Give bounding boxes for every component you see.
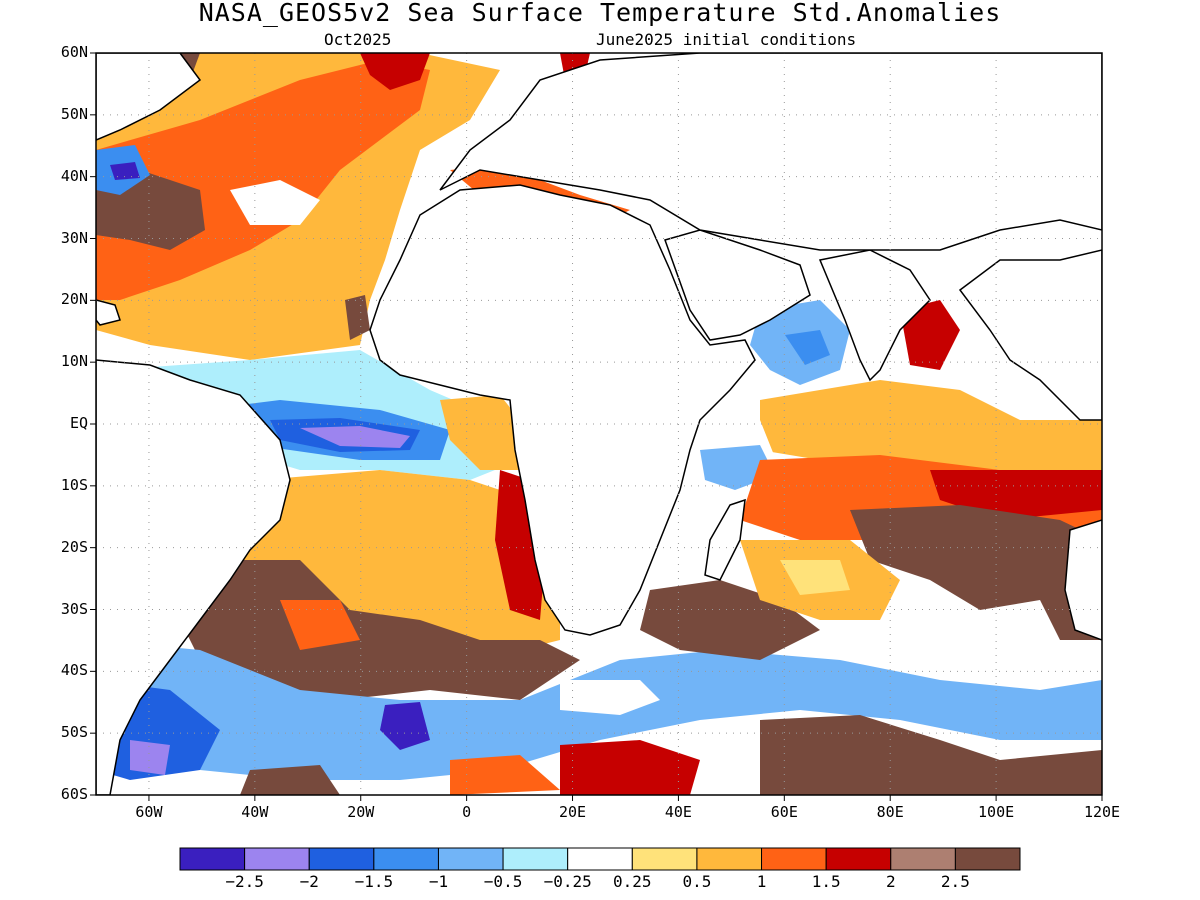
land-southeast-asia <box>958 249 1102 421</box>
lon-tick-label: 60W <box>135 803 163 821</box>
colorbar-box <box>825 847 892 871</box>
land-arabia <box>664 229 811 341</box>
colorbar-box <box>373 847 439 871</box>
anomaly-region-southern-ocean-white <box>560 680 660 715</box>
lon-tick-label: 80E <box>876 803 904 821</box>
anomaly-region-south-atlantic-orange <box>280 600 360 650</box>
anomaly-region-north-atlantic-white <box>230 180 320 225</box>
land-north-america <box>96 53 202 141</box>
lon-tick-label: 60E <box>770 803 798 821</box>
anomaly-region-arabian-sea-colder <box>785 330 830 365</box>
colorbar-tick-label: −2 <box>299 872 319 891</box>
anomaly-region-gulf-stream-red <box>360 53 430 90</box>
anomaly-region-southern-ocean-red <box>560 740 700 795</box>
lat-tick-label: 50N <box>60 104 88 123</box>
colorbar-tick-label: −1.5 <box>354 872 394 891</box>
anomaly-region-indian-ocean-warm <box>760 380 1102 480</box>
land-australia <box>1064 519 1102 641</box>
land-south-america <box>96 359 291 795</box>
lon-tick-label: 20E <box>558 803 587 821</box>
lat-tick-label: 20N <box>60 290 88 309</box>
lat-tick-label: 40N <box>60 166 88 185</box>
land-europe <box>439 53 1102 251</box>
colorbar-tick-label: −0.5 <box>483 872 523 891</box>
colorbar-box <box>308 847 375 871</box>
colorbar-tick-label: 0.5 <box>682 872 712 891</box>
colorbar-box <box>502 847 569 871</box>
anomaly-region-canary-brown <box>345 295 370 340</box>
anomaly-region-gulf-of-guinea-warm <box>440 395 520 470</box>
colorbar-box <box>954 847 1021 871</box>
lat-tick-label: 10N <box>60 352 88 371</box>
colorbar-box <box>890 847 956 871</box>
anomaly-region-south-atlantic-brown <box>180 560 580 700</box>
anomaly-region-southern-ocean-purple <box>130 740 170 775</box>
anomaly-region-bay-of-bengal-red <box>900 300 960 370</box>
colorbar-boxes <box>179 847 1021 871</box>
lat-tick-label: EQ <box>69 414 88 432</box>
lon-tick-label: 40E <box>664 803 692 821</box>
lat-tick-label: 60S <box>60 785 88 803</box>
land-africa <box>369 184 756 636</box>
anomaly-region-south-indian-brown <box>850 505 1102 640</box>
initial-conditions-label: June2025 initial conditions <box>596 30 857 49</box>
lat-tick-label: 10S <box>60 475 88 494</box>
colorbar-tick-label: 2 <box>885 872 896 891</box>
map-plot-area <box>96 53 1102 795</box>
land-india <box>818 249 931 382</box>
colorbar-tick-label: −0.25 <box>543 872 592 891</box>
lat-tick-label: 60N <box>60 43 88 61</box>
lat-tick-label: 40S <box>60 661 88 680</box>
lon-tick-label: 20W <box>347 803 375 821</box>
colorbar-box <box>437 847 504 871</box>
anomaly-field <box>96 53 1102 795</box>
gridlines <box>96 53 1102 795</box>
lat-tick-label: 50S <box>60 723 88 742</box>
map-title: NASA_GEOS5v2 Sea Surface Temperature Std… <box>198 0 1002 27</box>
anomaly-region-equatorial-atlantic-coldest <box>300 426 410 448</box>
colorbar-tick-label: −1 <box>428 872 449 891</box>
colorbar-tick-label: 1.5 <box>811 872 841 891</box>
anomaly-region-southern-ocean-brown-west <box>240 765 340 795</box>
lat-tick-label: 30N <box>60 228 88 247</box>
colorbar-box <box>244 847 310 871</box>
lon-tick-label: 120E <box>1083 803 1121 821</box>
colorbar-box <box>696 847 763 871</box>
lon-tick-label: 0 <box>462 803 472 821</box>
land-masses <box>96 53 1102 795</box>
colorbar-tick-label: 0.25 <box>613 872 652 891</box>
colorbar-tick-label: 2.5 <box>940 872 970 891</box>
colorbar-box <box>761 847 827 871</box>
colorbar-tick-label: 1 <box>756 872 767 891</box>
colorbar-box <box>179 847 246 871</box>
lat-tick-label: 30S <box>60 599 88 618</box>
axis-ticks <box>90 52 1103 801</box>
land-caribbean <box>96 299 121 326</box>
lon-tick-label: 100E <box>978 803 1015 821</box>
anomaly-region-southern-ocean-orange <box>450 755 560 795</box>
colorbar-box <box>567 847 633 871</box>
anomaly-region-south-indian-light <box>780 560 850 595</box>
valid-month-label: Oct2025 <box>324 30 392 49</box>
colorbar-tick-label: −2.5 <box>225 872 264 891</box>
anomaly-region-southern-ocean-coldest-west <box>380 702 430 750</box>
sst-anomaly-map <box>90 52 1103 801</box>
land-madagascar <box>704 498 746 581</box>
anomaly-region-nw-atlantic-coldest <box>110 162 140 180</box>
lat-tick-label: 20S <box>60 537 88 556</box>
lon-tick-label: 40W <box>241 803 269 821</box>
anomaly-region-southern-ocean-brown-east <box>760 715 1102 795</box>
colorbar-box <box>631 847 698 871</box>
